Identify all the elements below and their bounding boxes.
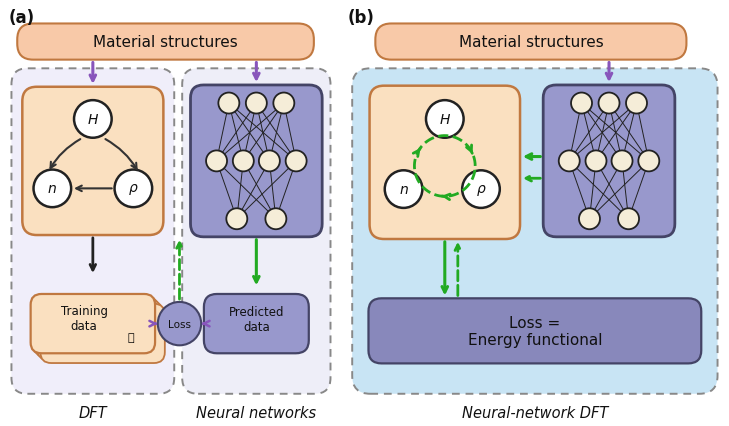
Circle shape [157,302,201,345]
Circle shape [74,101,112,138]
Circle shape [34,170,71,208]
Circle shape [206,151,227,172]
Text: $\rho$: $\rho$ [128,181,139,196]
Circle shape [626,93,647,114]
Text: Loss =
Energy functional: Loss = Energy functional [467,315,602,347]
Text: Loss: Loss [168,319,191,329]
FancyBboxPatch shape [370,86,520,239]
Circle shape [579,209,600,230]
Circle shape [599,93,620,114]
Circle shape [226,209,247,230]
Text: Neural networks: Neural networks [196,405,316,420]
Text: H: H [87,113,98,127]
Circle shape [233,151,254,172]
FancyBboxPatch shape [31,294,155,354]
FancyBboxPatch shape [17,24,314,60]
Circle shape [426,101,464,138]
Circle shape [273,93,295,114]
FancyBboxPatch shape [543,86,675,237]
Text: (a): (a) [9,9,35,26]
Text: H: H [440,113,450,127]
Text: Neural-network DFT: Neural-network DFT [461,405,608,420]
Circle shape [571,93,592,114]
Circle shape [219,93,239,114]
FancyBboxPatch shape [37,301,162,360]
Circle shape [265,209,286,230]
FancyBboxPatch shape [34,297,158,357]
Circle shape [558,151,580,172]
FancyBboxPatch shape [368,299,701,363]
Text: Training
data: Training data [61,304,108,332]
Circle shape [259,151,280,172]
Text: 🔒: 🔒 [127,332,134,342]
FancyBboxPatch shape [40,304,165,363]
Circle shape [246,93,267,114]
Text: Material structures: Material structures [93,35,238,50]
Text: Predicted
data: Predicted data [229,305,284,334]
FancyBboxPatch shape [12,69,174,394]
FancyBboxPatch shape [375,24,687,60]
Text: n: n [48,182,57,196]
Text: DFT: DFT [79,405,107,420]
FancyBboxPatch shape [204,294,309,354]
Circle shape [286,151,307,172]
Circle shape [585,151,607,172]
Text: Material structures: Material structures [459,35,604,50]
Circle shape [618,209,639,230]
Text: $\rho$: $\rho$ [475,182,486,197]
FancyBboxPatch shape [182,69,330,394]
FancyBboxPatch shape [190,86,322,237]
Text: (b): (b) [348,9,375,26]
Text: n: n [399,183,408,197]
Circle shape [639,151,659,172]
Circle shape [612,151,633,172]
Circle shape [114,170,152,208]
Circle shape [385,171,422,208]
Circle shape [462,171,500,208]
FancyBboxPatch shape [352,69,717,394]
FancyBboxPatch shape [23,88,163,236]
